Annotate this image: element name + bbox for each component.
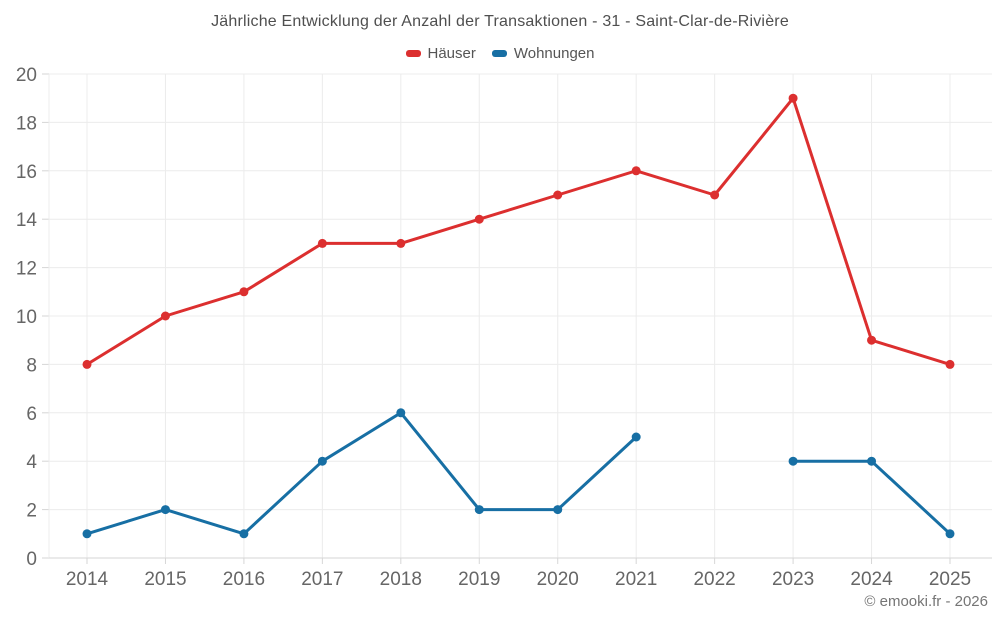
series-line-1 <box>85 411 638 536</box>
legend-swatch-haeuser <box>405 50 421 57</box>
data-point-0[interactable] <box>239 287 249 297</box>
data-point-1[interactable] <box>553 505 563 515</box>
y-axis-label: 0 <box>26 549 37 570</box>
legend-label-wohnungen: Wohnungen <box>513 45 595 62</box>
data-point-0[interactable] <box>396 238 406 248</box>
legend-swatch-wohnungen <box>491 50 507 57</box>
y-axis-label: 20 <box>16 65 37 86</box>
legend-item-haeuser[interactable]: Häuser <box>405 45 476 62</box>
data-point-1[interactable] <box>867 456 877 466</box>
x-axis-label: 2016 <box>223 569 265 590</box>
chart-title: Jährliche Entwicklung der Anzahl der Tra… <box>211 13 789 30</box>
x-axis-label: 2015 <box>144 569 186 590</box>
y-axis-label: 2 <box>26 501 37 522</box>
data-point-0[interactable] <box>867 335 877 345</box>
y-axis-label: 18 <box>16 113 37 134</box>
data-point-0[interactable] <box>160 311 170 321</box>
copyright-footer: © emooki.fr - 2026 <box>864 593 988 610</box>
data-point-0[interactable] <box>474 214 484 224</box>
x-axis-label: 2020 <box>537 569 579 590</box>
x-axis-label: 2025 <box>929 569 971 590</box>
data-point-1[interactable] <box>945 529 955 539</box>
x-axis-label: 2019 <box>458 569 500 590</box>
data-point-0[interactable] <box>631 166 641 176</box>
x-axis-label: 2014 <box>66 569 109 590</box>
y-axis-label: 10 <box>16 307 37 328</box>
x-axis-label: 2021 <box>615 569 657 590</box>
y-axis-label: 6 <box>26 404 37 425</box>
x-axis-label: 2024 <box>850 569 893 590</box>
legend: Häuser Wohnungen <box>0 45 1000 62</box>
data-point-1[interactable] <box>788 456 798 466</box>
y-axis-label: 4 <box>26 452 37 473</box>
data-point-1[interactable] <box>474 505 484 515</box>
y-axis-label: 12 <box>16 259 37 280</box>
series-line-0 <box>85 96 952 366</box>
y-axis-label: 16 <box>16 162 37 183</box>
data-point-1[interactable] <box>239 529 249 539</box>
legend-label-haeuser: Häuser <box>427 45 476 62</box>
x-axis-label: 2017 <box>301 569 343 590</box>
data-point-1[interactable] <box>396 408 406 418</box>
data-point-1[interactable] <box>160 505 170 515</box>
data-point-0[interactable] <box>710 190 720 200</box>
data-point-0[interactable] <box>945 359 955 369</box>
y-axis-label: 14 <box>16 210 38 231</box>
data-point-0[interactable] <box>317 238 327 248</box>
data-point-1[interactable] <box>82 529 92 539</box>
x-axis-label: 2022 <box>693 569 735 590</box>
legend-item-wohnungen[interactable]: Wohnungen <box>491 45 595 62</box>
data-point-0[interactable] <box>553 190 563 200</box>
x-axis-label: 2023 <box>772 569 814 590</box>
data-point-1[interactable] <box>631 432 641 442</box>
data-point-1[interactable] <box>317 456 327 466</box>
data-point-0[interactable] <box>788 93 798 103</box>
y-axis-label: 8 <box>26 355 37 376</box>
data-point-0[interactable] <box>82 359 92 369</box>
x-axis-label: 2018 <box>380 569 422 590</box>
